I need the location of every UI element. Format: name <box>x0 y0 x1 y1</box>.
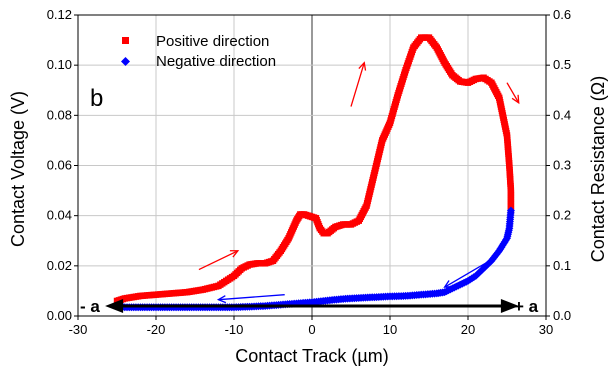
x-tick-label: -20 <box>147 322 166 337</box>
y2-tick-label: 0.3 <box>553 158 571 173</box>
y-tick-label: 0.04 <box>47 208 72 223</box>
y-axis-label: Contact Voltage (V) <box>8 91 28 247</box>
x-tick-label: 0 <box>308 322 315 337</box>
end-label-plus-a: + a <box>514 297 539 316</box>
y-tick-label: 0.08 <box>47 107 72 122</box>
axes: -30 -20 -10 0 10 20 300.000.020.040.060.080.10… <box>47 7 571 337</box>
legend-marker-positive <box>122 37 129 44</box>
panel-label: b <box>90 85 103 112</box>
legend-label-negative: Negative direction <box>156 53 276 70</box>
direction-arrow <box>506 82 520 104</box>
y2-axis-label: Contact Resistance (Ω) <box>588 76 608 263</box>
y2-tick-label: 0.4 <box>553 107 571 122</box>
y-tick-label: 0.10 <box>47 57 72 72</box>
direction-arrow <box>444 261 488 288</box>
x-tick-label: -10 <box>225 322 244 337</box>
y-tick-label: 0.00 <box>47 308 72 323</box>
track-arrowhead-right <box>500 298 519 313</box>
x-tick-label: 10 <box>383 322 397 337</box>
y-tick-label: 0.06 <box>47 158 72 173</box>
y2-tick-label: 0.6 <box>553 7 571 22</box>
direction-arrowhead <box>358 61 367 71</box>
direction-arrow <box>350 62 365 107</box>
series-positive <box>113 34 515 305</box>
direction-arrowhead <box>229 250 240 258</box>
legend-marker-negative <box>121 57 130 66</box>
direction-arrowhead <box>443 280 453 288</box>
direction-arrowhead <box>216 295 227 304</box>
direction-arrowhead <box>511 94 520 105</box>
x-tick-label: 30 <box>539 322 553 337</box>
y2-tick-label: 0.2 <box>553 208 571 223</box>
direction-arrow <box>198 250 239 271</box>
direction-arrow <box>218 294 285 301</box>
y-tick-label: 0.02 <box>47 258 72 273</box>
end-label-minus-a: - a <box>80 297 100 316</box>
track-arrowhead-left <box>105 298 124 313</box>
y2-tick-label: 0.5 <box>553 57 571 72</box>
x-tick-label: 20 <box>461 322 475 337</box>
annotation-arrows <box>198 61 520 304</box>
legend: Positive direction Negative direction <box>121 33 276 70</box>
x-tick-label: -30 <box>69 322 88 337</box>
legend-label-positive: Positive direction <box>156 33 269 50</box>
y-tick-label: 0.12 <box>47 7 72 22</box>
y2-tick-label: 0.0 <box>553 308 571 323</box>
y2-tick-label: 0.1 <box>553 258 571 273</box>
x-axis-label: Contact Track (µm) <box>235 346 388 366</box>
